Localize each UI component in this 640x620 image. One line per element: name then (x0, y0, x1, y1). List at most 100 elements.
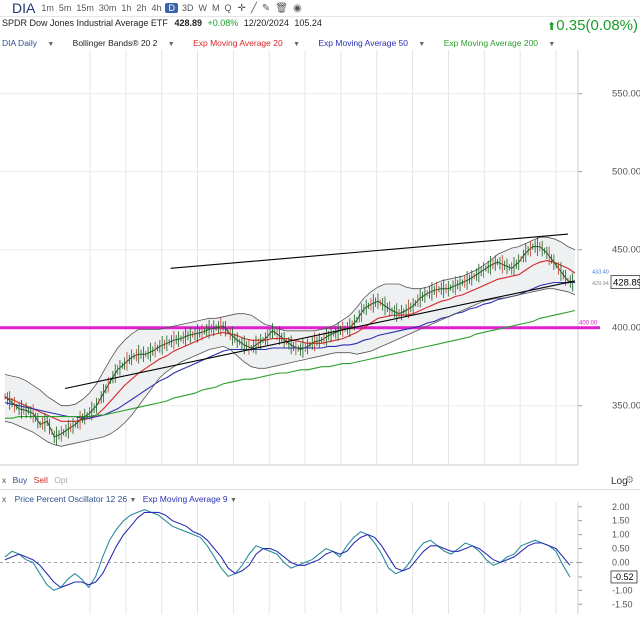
pane-divider[interactable] (0, 489, 640, 490)
price-chart[interactable]: Nov Dec Jan Feb Mar Apr May Jun Jul Aug Sep Oct Nov D… (0, 50, 640, 470)
ema-value-label: 433.40 (592, 270, 609, 276)
timeframe-M[interactable]: M (211, 3, 220, 13)
symbol-label[interactable]: DIA (12, 0, 36, 16)
quote-bar: SPDR Dow Jones Industrial Average ETF 42… (0, 16, 640, 34)
y-tick-label: 400.00 (612, 323, 640, 334)
close-trade-button[interactable]: x (2, 475, 7, 485)
bollinger-label[interactable]: Bollinger Bands® 20 2 ▼ (73, 38, 183, 48)
ppo-label[interactable]: Price Percent Oscillator 12 26 ▼ (15, 494, 137, 504)
trendline-lower-channel (64, 280, 576, 390)
timeframe-D[interactable]: D (165, 3, 178, 13)
osc-y-tick-label: 1.00 (612, 530, 630, 540)
big-change-value: 0.35 (556, 17, 586, 34)
settings-icon[interactable]: ⚙ (625, 475, 634, 486)
timeframe-Q[interactable]: Q (224, 3, 232, 13)
timeframe-2h[interactable]: 2h (136, 3, 147, 13)
ema200-label[interactable]: Exp Moving Average 200 ▼ (444, 38, 564, 48)
options-button[interactable]: Opt (54, 475, 68, 485)
timeframe-15m[interactable]: 15m (76, 3, 94, 13)
x-tick-label: Sep (441, 469, 456, 470)
draw-line-icon[interactable]: ╱ (250, 2, 257, 14)
support-line-label: 400.00 (579, 321, 598, 327)
pencil-icon[interactable]: ✎ (261, 2, 271, 14)
caret-down-icon: ▼ (418, 41, 426, 48)
x-tick-label: Dec (549, 469, 563, 470)
screenshot-icon[interactable]: ◉ (293, 2, 302, 14)
last-price-box (610, 275, 640, 290)
osc-series-ema-9 (4, 511, 571, 589)
oscillator-chart[interactable]: 2.00 1.50 1.00 0.50 0.00 -1.00 -1.50 -0.52 (0, 502, 640, 620)
up-arrow-icon: ⬆ (547, 21, 557, 33)
timeframe-5m[interactable]: 5m (58, 3, 72, 13)
caret-down-icon: ▼ (167, 41, 175, 48)
series-exp-moving-average-50 (4, 281, 575, 419)
timeframe-W[interactable]: W (198, 3, 207, 13)
caret-down-icon: ▼ (548, 41, 556, 48)
close-pane-icon[interactable]: x (2, 494, 7, 504)
x-tick-label: Nov (513, 469, 527, 470)
caret-down-icon: ▼ (129, 497, 137, 504)
ema20-label[interactable]: Exp Moving Average 20 ▼ (193, 38, 308, 48)
period-text: DIA Daily (2, 38, 37, 48)
series-bollinger-upper (4, 236, 576, 407)
y-tick-label: 450.00 (612, 245, 640, 256)
osc-y-tick-label: 2.00 (612, 502, 630, 512)
quote-date: 12/20/2024 (243, 18, 289, 28)
x-tick-label: Mar (226, 469, 240, 470)
ema9-label[interactable]: Exp Moving Average 9 ▼ (143, 494, 237, 504)
osc-last-value: -0.52 (613, 572, 634, 582)
period-label[interactable]: DIA Daily ▼ (2, 38, 62, 48)
ema200-text: Exp Moving Average 200 (443, 38, 539, 48)
quote-extra: 105.24 (294, 18, 322, 28)
y-tick-label: 550.00 (612, 89, 640, 100)
timeframe-4h[interactable]: 4h (151, 3, 162, 13)
bollinger-text: Bollinger Bands® 20 2 (72, 38, 158, 48)
osc-y-tick-label: -1.50 (612, 599, 633, 609)
osc-y-tick-label: 1.50 (612, 516, 630, 526)
timeframe-1h[interactable]: 1h (121, 3, 132, 13)
ema20-text: Exp Moving Average 20 (193, 38, 283, 48)
bollinger-band-fill (5, 237, 575, 447)
x-tick-label: Apr (263, 469, 276, 470)
ppo-text: Price Percent Oscillator 12 26 (14, 494, 128, 504)
x-tick-label: Oct (478, 469, 491, 470)
osc-y-tick-label: 0.00 (612, 557, 630, 567)
timeframe-3D[interactable]: 3D (181, 3, 194, 13)
toolbar: DIA 1m 5m 15m 30m 1h 2h 4h D 3D W M Q ✛ ╱ ✎ 🗑 ◉ (0, 0, 640, 17)
ema-value-label: 429.94 (592, 281, 609, 287)
y-tick-label: 500.00 (612, 167, 640, 178)
lower-legend: x Price Percent Oscillator 12 26 ▼ Exp M… (2, 494, 237, 504)
osc-series-ppo (4, 509, 571, 591)
x-tick-label: Feb (191, 469, 205, 470)
big-change-percent: (0.08%) (585, 17, 638, 34)
sell-button[interactable]: Sell (33, 475, 48, 485)
indicator-legend: DIA Daily ▼ Bollinger Bands® 20 2 ▼ Exp … (2, 38, 571, 48)
series-bollinger-lower (4, 288, 576, 447)
x-tick-label: Jun (334, 469, 347, 470)
delete-icon[interactable]: 🗑 (275, 2, 288, 14)
trade-bar: x Buy Sell Opt (2, 475, 68, 485)
caret-down-icon: ▼ (230, 497, 237, 504)
x-tick-label: Jul (372, 469, 382, 470)
security-name: SPDR Dow Jones Industrial Average ETF (2, 18, 168, 28)
ema50-text: Exp Moving Average 50 (318, 38, 408, 48)
x-tick-label: Aug (405, 469, 419, 470)
caret-down-icon: ▼ (293, 41, 300, 48)
x-tick-label: Jan (155, 469, 168, 470)
timeframe-1m[interactable]: 1m (41, 3, 54, 13)
caret-down-icon: ▼ (47, 41, 55, 48)
osc-y-tick-label: 0.50 (612, 544, 630, 554)
trendline-upper-channel (170, 233, 569, 269)
timeframe-30m[interactable]: 30m (98, 3, 117, 13)
crosshair-icon[interactable]: ✛ (237, 2, 246, 14)
osc-y-tick-label: -1.00 (612, 585, 633, 595)
series-exp-moving-average-20 (4, 260, 576, 422)
last-price-tag: 428.89 (613, 278, 640, 289)
buy-button[interactable]: Buy (12, 475, 28, 485)
x-tick-label: May (298, 469, 313, 470)
quote-details: SPDR Dow Jones Industrial Average ETF 42… (2, 18, 322, 28)
series-price (4, 246, 576, 438)
x-tick-label: Nov (83, 469, 97, 470)
log-toggle[interactable]: Log (611, 476, 628, 487)
ema50-label[interactable]: Exp Moving Average 50 ▼ (318, 38, 433, 48)
